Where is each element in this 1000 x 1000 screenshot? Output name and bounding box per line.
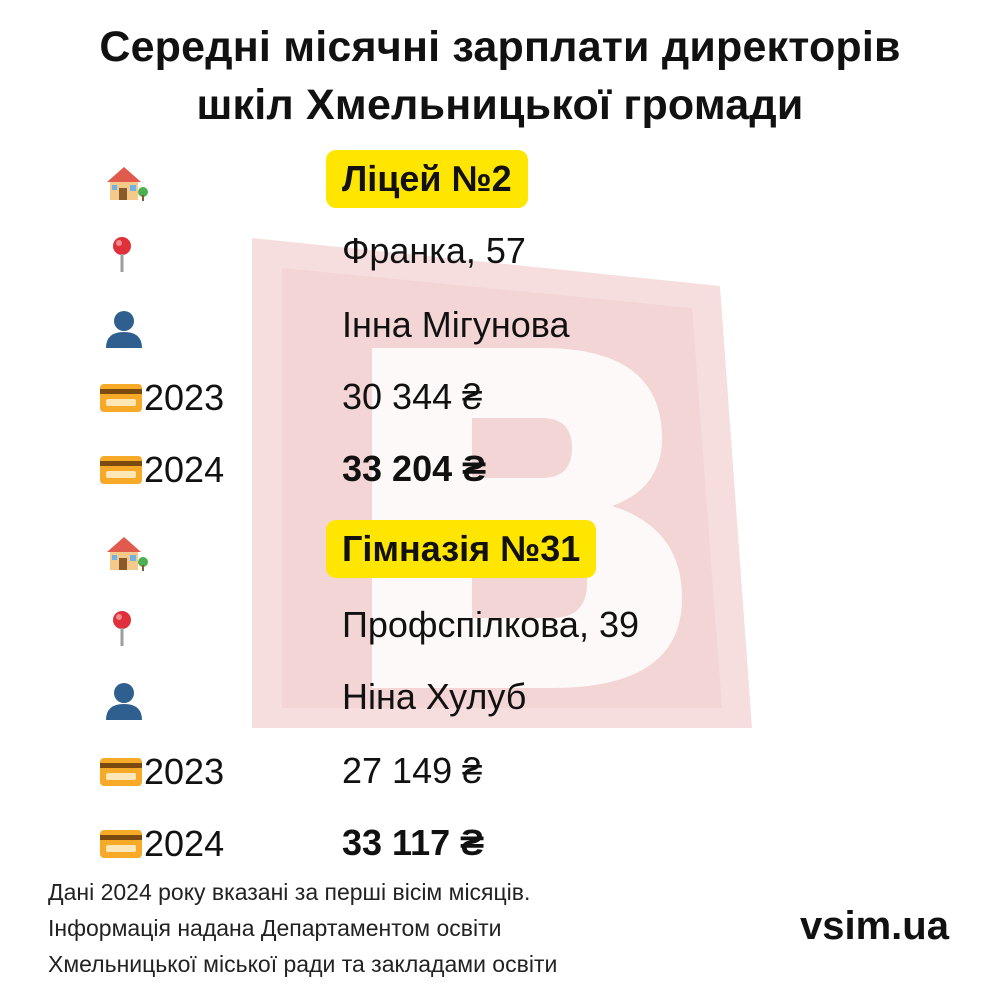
year-label: 2024	[144, 449, 225, 490]
footnote-line-2: Інформація надана Департаментом освіти	[48, 915, 502, 941]
watermark-logo	[252, 238, 752, 728]
brand-logo-text: vsim.ua	[800, 904, 949, 948]
footnote: Дані 2024 року вказані за перші вісім мі…	[48, 874, 768, 982]
year-label-group: 2023	[100, 376, 224, 420]
year-label: 2023	[144, 377, 225, 418]
school-2-director-row: Ніна Хулуб	[0, 668, 1000, 728]
school-1-salary-2023-row: 2023 30 344 ₴	[0, 368, 1000, 428]
school-1-director-row: Інна Мігунова	[0, 296, 1000, 356]
year-label: 2024	[144, 823, 225, 864]
credit-card-icon	[100, 830, 142, 858]
house-icon	[104, 162, 148, 202]
school-2-address-row: Профспілкова, 39	[0, 596, 1000, 656]
school-1-name-row: Ліцей №2	[0, 150, 1000, 210]
school-2-name-row: Гімназія №31	[0, 520, 1000, 580]
salary-2024: 33 204 ₴	[342, 448, 487, 489]
school-name-badge: Гімназія №31	[326, 520, 597, 578]
credit-card-icon	[100, 758, 142, 786]
salary-2023: 27 149 ₴	[342, 750, 483, 791]
year-label-group: 2023	[100, 750, 224, 794]
year-label-group: 2024	[100, 448, 224, 492]
house-icon	[104, 532, 148, 572]
credit-card-icon	[100, 384, 142, 412]
salary-2023: 30 344 ₴	[342, 376, 483, 417]
school-address: Франка, 57	[342, 230, 526, 271]
year-label-group: 2024	[100, 822, 224, 866]
credit-card-icon	[100, 456, 142, 484]
school-2-salary-2024-row: 2024 33 117 ₴	[0, 814, 1000, 874]
director-name: Інна Мігунова	[342, 304, 570, 345]
school-2-salary-2023-row: 2023 27 149 ₴	[0, 742, 1000, 802]
director-name: Ніна Хулуб	[342, 676, 527, 717]
title-line-2: шкіл Хмельницької громади	[196, 81, 804, 129]
pin-icon	[104, 608, 148, 648]
person-icon	[104, 308, 148, 348]
school-1-address-row: Франка, 57	[0, 222, 1000, 282]
salary-2024: 33 117 ₴	[342, 822, 485, 863]
person-icon	[104, 680, 148, 720]
title-line-1: Середні місячні зарплати директорів	[99, 23, 901, 71]
year-label: 2023	[144, 751, 225, 792]
pin-icon	[104, 234, 148, 274]
page-title: Середні місячні зарплати директорів шкіл…	[0, 18, 1000, 134]
school-address: Профспілкова, 39	[342, 604, 639, 645]
footnote-line-3: Хмельницької міської ради та закладами о…	[48, 951, 558, 977]
school-1-salary-2024-row: 2024 33 204 ₴	[0, 440, 1000, 500]
footnote-line-1: Дані 2024 року вказані за перші вісім мі…	[48, 879, 531, 905]
school-name-badge: Ліцей №2	[326, 150, 528, 208]
